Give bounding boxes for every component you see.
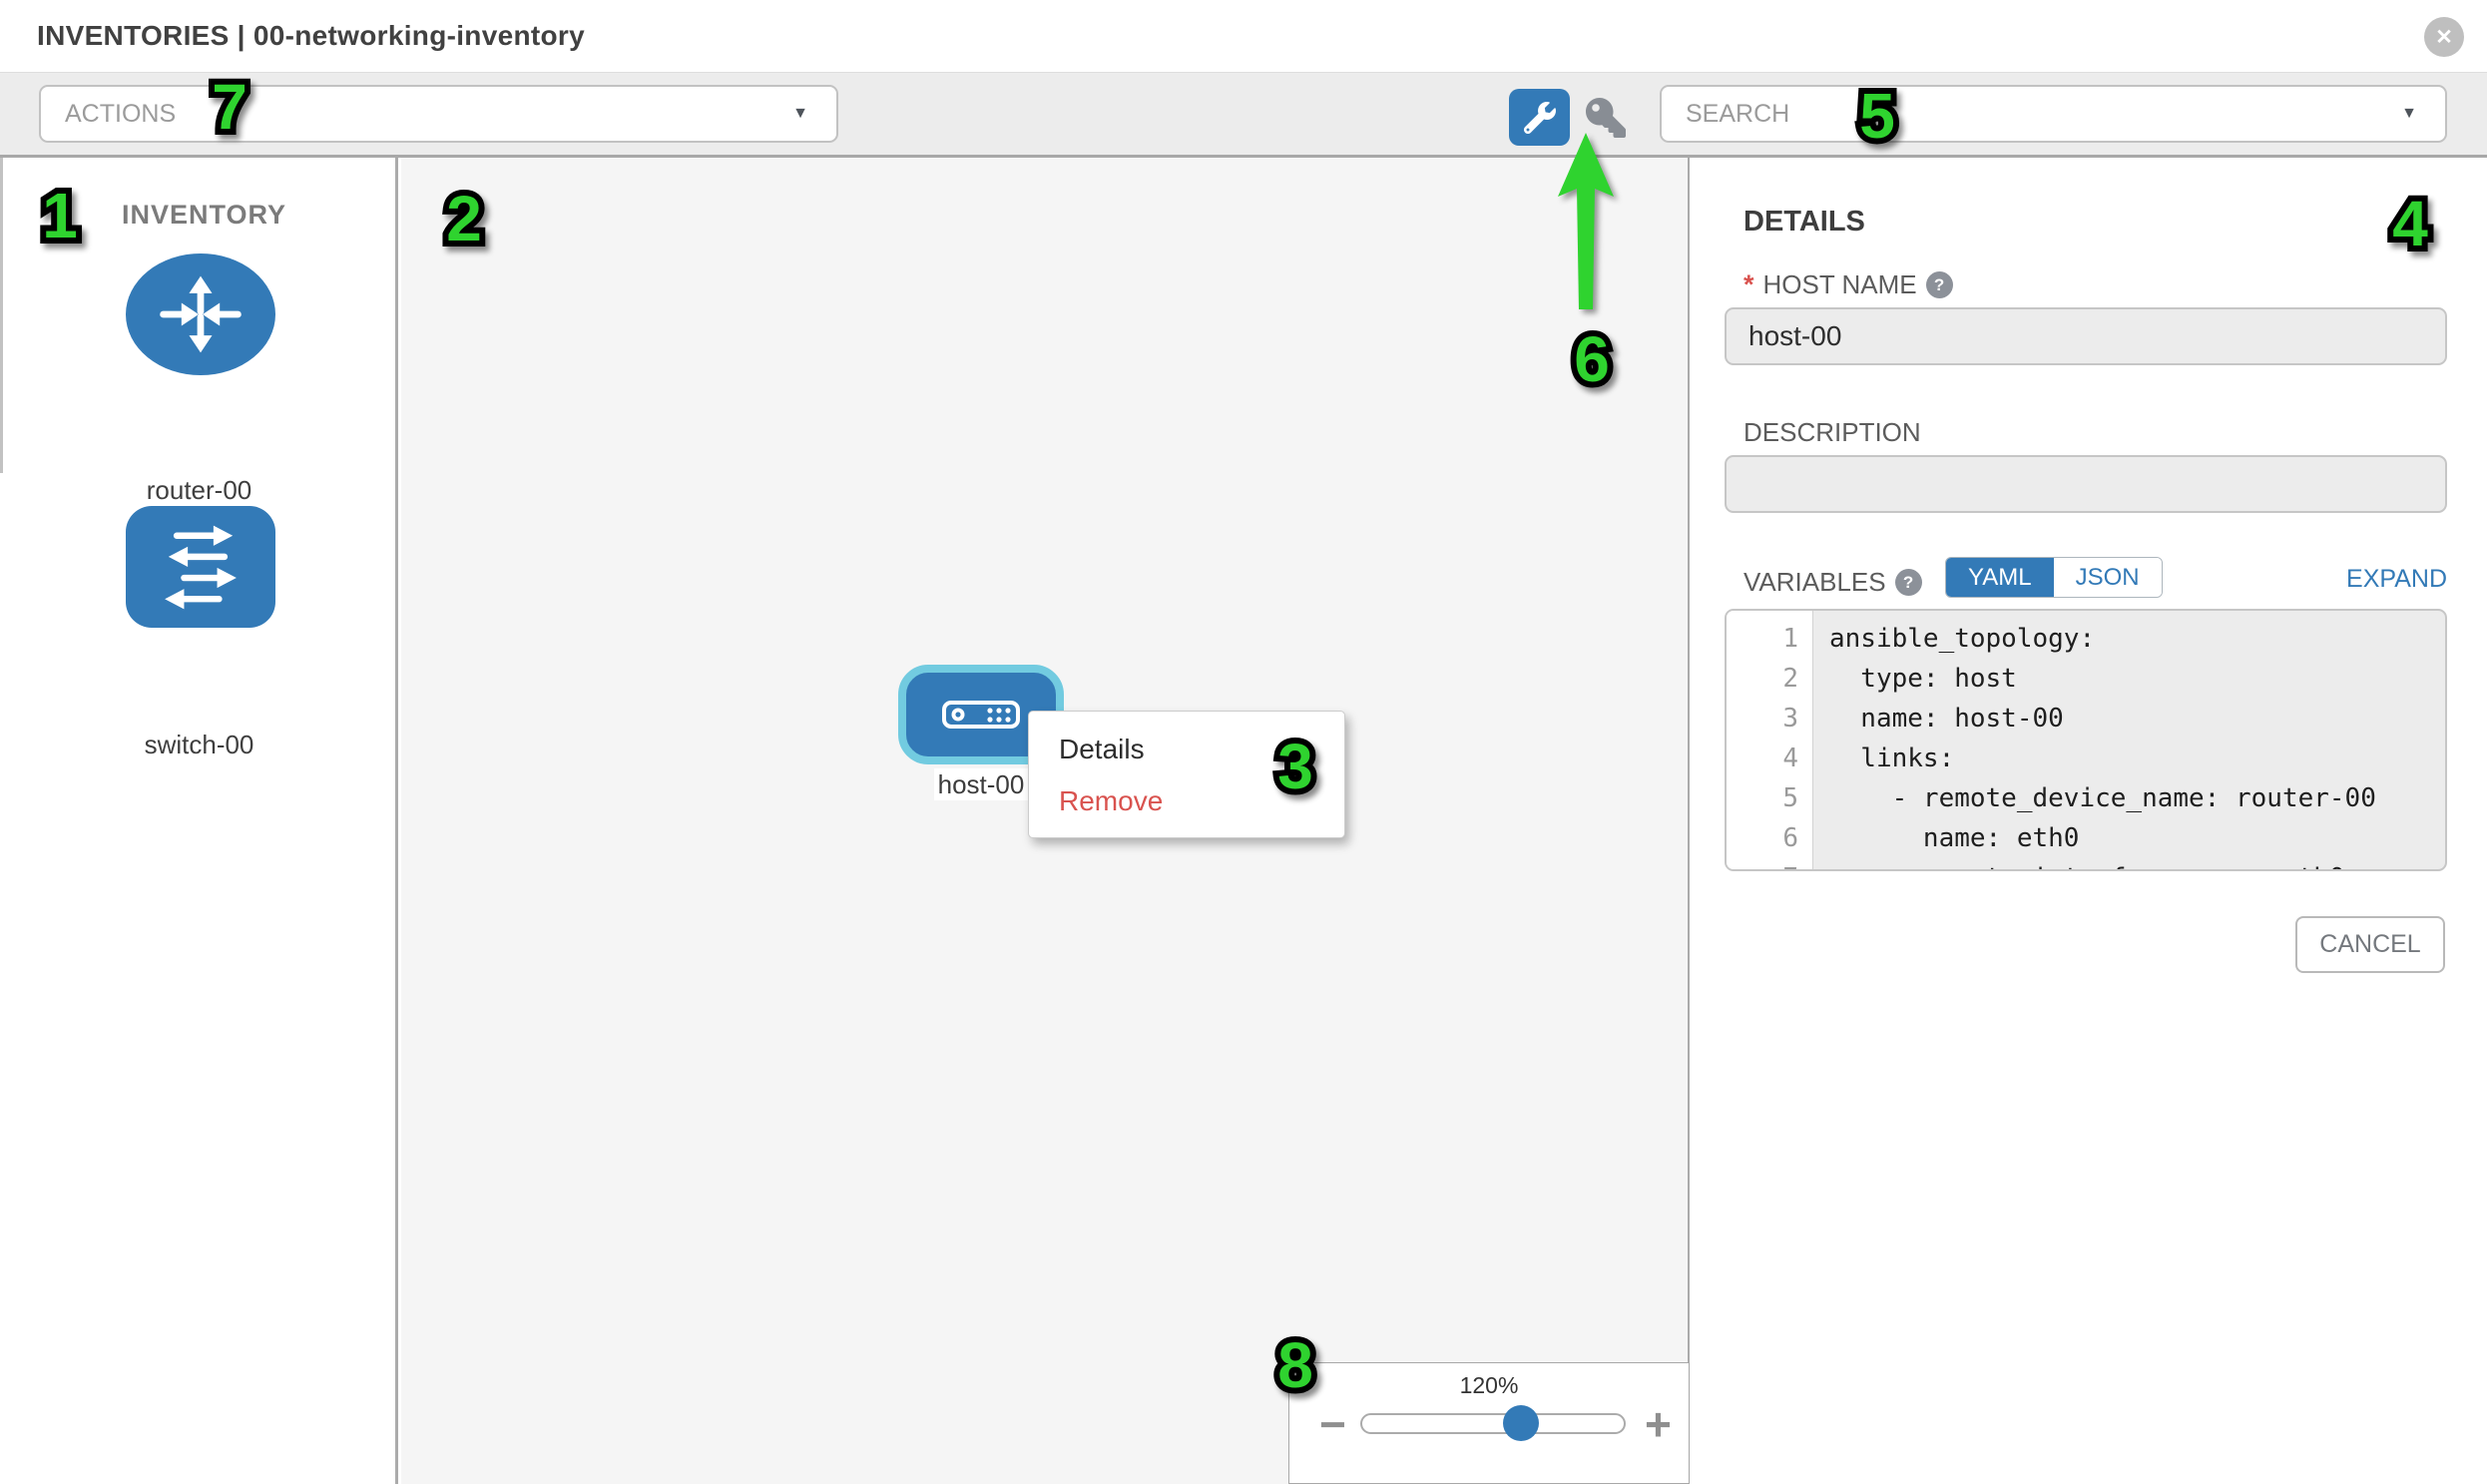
key-icon [1586, 98, 1626, 138]
code-line: name: host-00 [1829, 704, 2064, 734]
code-line: links: [1829, 743, 1955, 773]
chevron-down-icon: ▼ [2401, 105, 2417, 122]
host-device-icon [942, 701, 1020, 729]
search-dropdown[interactable]: SEARCH ▼ [1660, 85, 2447, 143]
code-line: remote_interface_name: eth0 [1829, 858, 2445, 869]
line-number: 7 [1727, 858, 1812, 869]
code-line: - remote_device_name: router-00 [1829, 783, 2376, 813]
host-name-label-row: * HOST NAME ? [1743, 269, 1953, 300]
close-button[interactable]: ✕ [2424, 17, 2464, 57]
editor-code-area: ansible_topology: type: host name: host-… [1813, 611, 2445, 869]
annotation-arrow-icon [1558, 133, 1614, 309]
help-icon[interactable]: ? [1925, 271, 1953, 298]
chevron-down-icon: ▼ [792, 105, 808, 122]
zoom-control: 120% − + [1288, 1362, 1690, 1484]
header-bar: INVENTORIES | 00-networking-inventory ✕ [0, 0, 2487, 72]
actions-dropdown-label: ACTIONS [65, 100, 177, 128]
line-number: 4 [1782, 743, 1798, 773]
switch-icon[interactable] [126, 506, 275, 628]
wrench-icon [1523, 101, 1556, 134]
editor-line-numbers: 1 2 3 4 5 6 7 [1727, 611, 1813, 869]
zoom-level-value: 120% [1459, 1372, 1519, 1398]
variables-label: VARIABLES [1743, 567, 1886, 597]
close-icon: ✕ [2435, 25, 2453, 49]
variables-label-row: VARIABLES ? [1743, 567, 1922, 598]
inventory-item-switch[interactable]: switch-00 [0, 506, 398, 759]
yaml-toggle-button[interactable]: YAML [1946, 558, 2054, 597]
host-name-label: HOST NAME [1762, 269, 1917, 299]
topology-canvas[interactable]: host-00 Details Remove 120% − + [401, 158, 1690, 1484]
line-number: 5 [1782, 783, 1798, 813]
description-input[interactable] [1725, 455, 2447, 513]
json-toggle-button[interactable]: JSON [2053, 558, 2162, 597]
line-number: 3 [1782, 704, 1798, 734]
sidebar-scrollbar[interactable] [0, 158, 3, 473]
toolbar: ACTIONS ▼ SEARCH ▼ [0, 72, 2487, 158]
expand-link[interactable]: EXPAND [2346, 565, 2447, 593]
breadcrumb-title: INVENTORIES | 00-networking-inventory [37, 20, 585, 51]
description-label: DESCRIPTION [1743, 417, 1921, 447]
line-number: 1 [1782, 624, 1798, 654]
inventory-item-router[interactable]: router-00 [0, 253, 398, 505]
code-line: ansible_topology: [1829, 624, 2096, 654]
credentials-key-button[interactable] [1583, 97, 1629, 139]
zoom-out-button[interactable]: − [1319, 1398, 1346, 1450]
cancel-button[interactable]: CANCEL [2295, 916, 2445, 973]
variables-format-toggle: YAML JSON [1945, 557, 2163, 598]
host-node-label: host-00 [934, 768, 1028, 800]
code-line: name: eth0 [1829, 823, 2080, 853]
switch-label: switch-00 [144, 730, 254, 759]
line-number: 2 [1782, 664, 1798, 694]
description-label-row: DESCRIPTION [1743, 417, 1921, 448]
search-dropdown-label: SEARCH [1686, 100, 1790, 128]
details-panel-title: DETAILS [1743, 206, 1865, 238]
zoom-slider-track[interactable] [1360, 1413, 1626, 1434]
tools-button[interactable] [1509, 89, 1570, 146]
router-icon[interactable] [126, 253, 275, 375]
node-context-menu: Details Remove [1028, 711, 1345, 838]
inventory-panel-title: INVENTORY [122, 200, 287, 230]
menu-item-remove[interactable]: Remove [1059, 785, 1164, 816]
zoom-slider-handle[interactable] [1503, 1405, 1539, 1441]
menu-item-details[interactable]: Details [1059, 734, 1145, 764]
router-label: router-00 [146, 475, 252, 505]
variables-code-editor[interactable]: 1 2 3 4 5 6 7 ansible_topology: type: ho… [1725, 609, 2447, 871]
details-panel: DETAILS * HOST NAME ? DESCRIPTION VARIAB… [1692, 158, 2487, 1484]
line-number: 6 [1782, 823, 1798, 853]
zoom-in-button[interactable]: + [1645, 1398, 1672, 1450]
inventory-sidebar: INVENTORY router-00 [0, 158, 398, 1484]
host-name-input[interactable] [1725, 307, 2447, 365]
help-icon[interactable]: ? [1894, 569, 1922, 596]
required-marker: * [1743, 269, 1754, 299]
code-line: type: host [1829, 664, 2017, 694]
actions-dropdown[interactable]: ACTIONS ▼ [39, 85, 838, 143]
